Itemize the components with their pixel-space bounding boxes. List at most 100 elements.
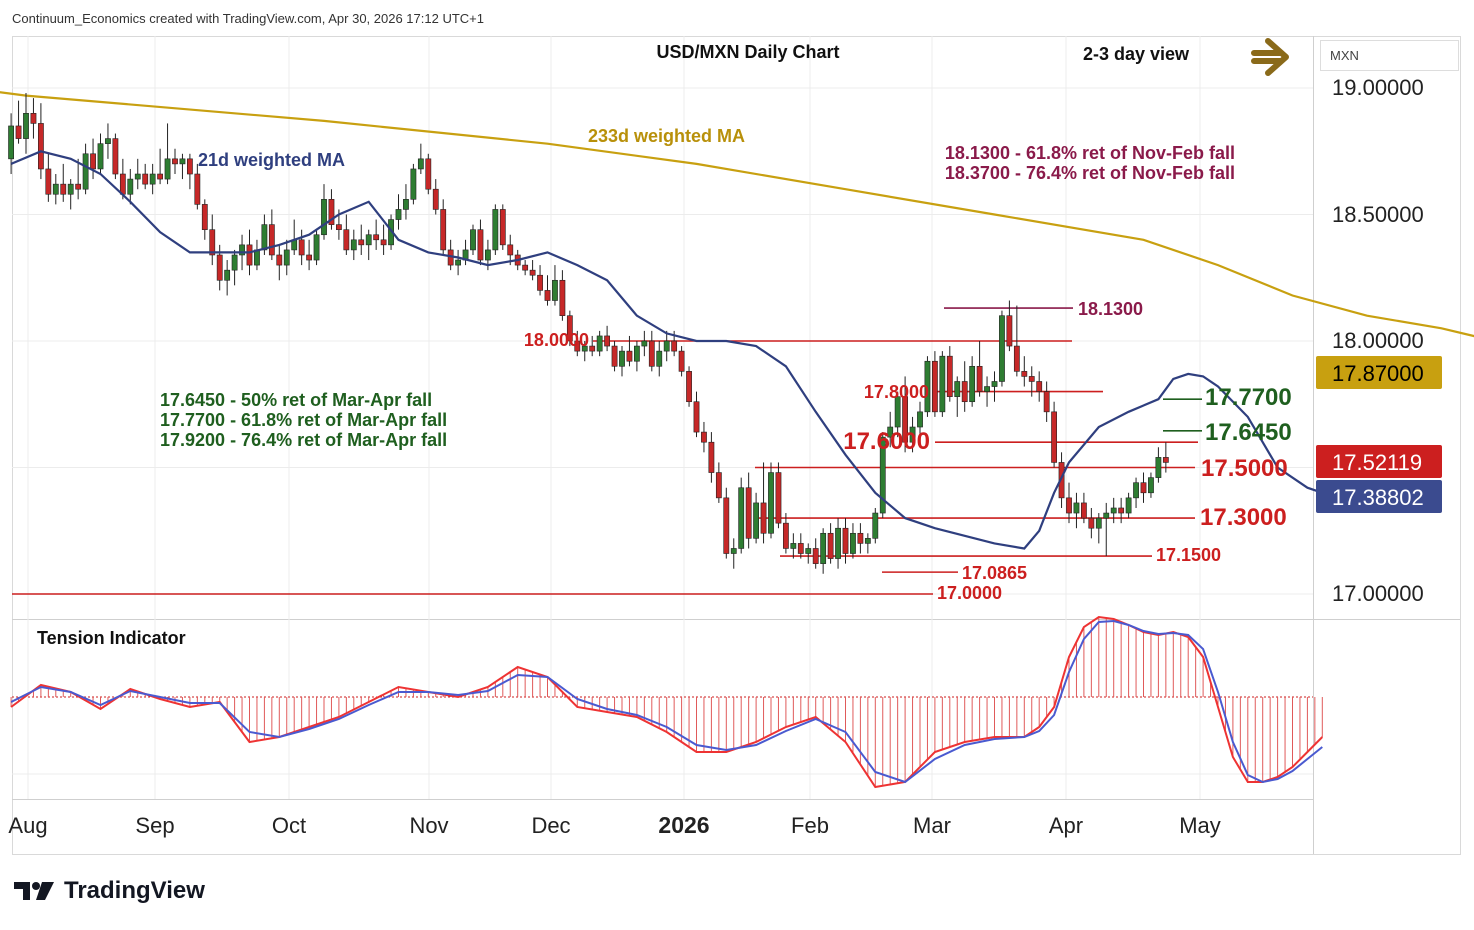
candle-body — [1088, 517, 1095, 529]
tradingview-logo-text: TradingView — [64, 877, 205, 904]
candle-body — [403, 199, 409, 210]
candle-body — [931, 360, 938, 413]
candle-body — [224, 269, 231, 281]
candle — [127, 168, 134, 205]
candle — [23, 93, 29, 154]
candle-body — [835, 527, 841, 559]
candle — [350, 229, 357, 261]
candle-body — [179, 158, 186, 165]
candle-body — [701, 431, 707, 443]
candle-body — [432, 188, 439, 210]
candle — [641, 330, 648, 357]
candle-body — [410, 168, 417, 200]
candle-body — [1110, 507, 1117, 514]
candle — [179, 153, 186, 180]
candle-body — [97, 143, 104, 170]
candle-body — [924, 360, 931, 413]
candle-body — [976, 365, 983, 392]
candle-body — [119, 173, 126, 195]
x-tick-label: Sep — [135, 813, 174, 838]
candle — [30, 98, 37, 139]
candle — [134, 158, 141, 190]
candle — [872, 507, 879, 544]
candle-body — [991, 381, 998, 387]
candle-body — [1162, 457, 1169, 463]
candle-body — [954, 381, 961, 397]
candle-body — [142, 173, 149, 185]
candle — [842, 518, 849, 564]
candle-body — [335, 224, 342, 230]
candle-body — [559, 279, 566, 316]
note-green-2: 17.7700 - 61.8% ret of Mar-Apr fall — [160, 410, 447, 430]
candle-body — [172, 158, 178, 165]
candle-body — [127, 178, 134, 195]
candle — [902, 376, 908, 453]
candle — [730, 538, 737, 569]
candle-body — [298, 239, 305, 256]
candle — [477, 219, 484, 266]
level-17-0000: 17.0000 — [937, 583, 1002, 603]
candle — [522, 260, 529, 276]
candle-body — [745, 487, 752, 539]
candle-body — [693, 401, 700, 433]
candle-body — [857, 532, 864, 544]
candle — [887, 411, 894, 448]
candle-body — [60, 183, 67, 195]
candle-body — [723, 497, 730, 554]
candle-body — [775, 472, 782, 524]
candle-body — [380, 239, 387, 246]
candle — [1162, 442, 1169, 473]
candle-body — [641, 340, 648, 347]
candle — [1058, 452, 1065, 508]
candle — [8, 113, 14, 175]
candle-body — [1073, 502, 1080, 514]
candle-body — [850, 532, 856, 554]
candle-body — [75, 183, 82, 190]
candle-body — [417, 158, 424, 170]
candle-body — [1125, 497, 1132, 514]
candle-body — [946, 355, 953, 397]
candle-body — [1155, 457, 1162, 478]
candle-body — [343, 229, 350, 251]
ma21-path — [10, 150, 1368, 550]
candle-body — [969, 365, 976, 403]
level-17-0865: 17.0865 — [962, 563, 1027, 583]
y-tick-18: 18.00000 — [1332, 328, 1424, 353]
price-tag-ma21: 17.38802 — [1316, 480, 1442, 513]
candle-body — [134, 173, 141, 180]
candle — [894, 391, 901, 438]
candle-body — [730, 548, 737, 554]
candle-body — [648, 340, 655, 367]
candle — [283, 239, 290, 276]
candle-body — [917, 411, 923, 428]
candle — [462, 239, 469, 266]
candle-body — [8, 125, 14, 160]
candle — [1125, 492, 1132, 519]
candle — [745, 472, 752, 549]
candle-body — [90, 153, 96, 170]
x-axis: Aug Sep Oct Nov Dec 2026 Feb Mar Apr May — [8, 812, 1220, 838]
x-tick-label: Feb — [791, 813, 829, 838]
candle-body — [470, 229, 476, 251]
candle-body — [484, 249, 491, 261]
candle-body — [1081, 502, 1087, 519]
candle — [693, 391, 700, 438]
candle-body — [149, 173, 156, 185]
candle — [1088, 507, 1095, 539]
candle — [507, 234, 514, 266]
candle — [633, 341, 640, 372]
candle-body — [1036, 381, 1043, 392]
candle — [760, 462, 767, 544]
candle — [440, 199, 447, 255]
chart-subtitle: 2-3 day view — [1083, 44, 1190, 64]
candle-body — [604, 335, 610, 347]
candle-body — [633, 345, 640, 362]
candle — [991, 371, 998, 402]
candle-body — [499, 209, 506, 246]
candle — [589, 335, 596, 357]
candle-body — [112, 138, 119, 175]
candle — [298, 229, 305, 266]
candle — [15, 100, 22, 144]
level-17-1500: 17.1500 — [1156, 545, 1221, 565]
candle-body — [261, 224, 268, 251]
